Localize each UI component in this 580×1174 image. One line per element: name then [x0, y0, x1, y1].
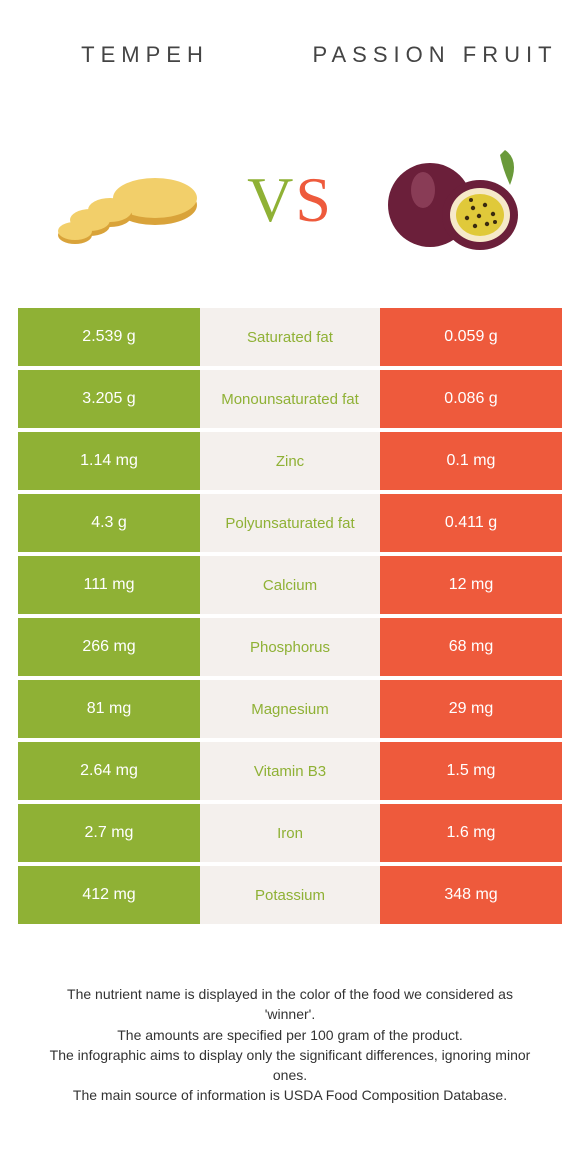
vs-label: VS [239, 163, 341, 237]
left-value: 4.3 g [18, 494, 200, 552]
nutrient-label: Iron [200, 804, 380, 862]
nutrient-label: Saturated fat [200, 308, 380, 366]
table-row: 2.7 mgIron1.6 mg [18, 804, 562, 862]
right-value: 12 mg [380, 556, 562, 614]
table-row: 81 mgMagnesium29 mg [18, 680, 562, 738]
footnote-line: The nutrient name is displayed in the co… [40, 984, 540, 1025]
nutrient-label: Vitamin B3 [200, 742, 380, 800]
nutrient-label: Phosphorus [200, 618, 380, 676]
table-row: 1.14 mgZinc0.1 mg [18, 432, 562, 490]
images-row: VS [0, 110, 580, 290]
right-value: 0.059 g [380, 308, 562, 366]
header: TEMPEH PASSION FRUIT [0, 0, 580, 110]
right-image [341, 140, 560, 260]
left-value: 81 mg [18, 680, 200, 738]
left-value: 111 mg [18, 556, 200, 614]
left-value: 3.205 g [18, 370, 200, 428]
table-row: 3.205 gMonounsaturated fat0.086 g [18, 370, 562, 428]
comparison-table: 2.539 gSaturated fat0.059 g3.205 gMonoun… [18, 308, 562, 924]
left-image [20, 140, 239, 260]
left-value: 2.64 mg [18, 742, 200, 800]
left-value: 1.14 mg [18, 432, 200, 490]
footnote-line: The main source of information is USDA F… [40, 1085, 540, 1105]
table-row: 412 mgPotassium348 mg [18, 866, 562, 924]
right-value: 1.6 mg [380, 804, 562, 862]
nutrient-label: Polyunsaturated fat [200, 494, 380, 552]
table-row: 111 mgCalcium12 mg [18, 556, 562, 614]
right-value: 68 mg [380, 618, 562, 676]
nutrient-label: Potassium [200, 866, 380, 924]
left-value: 266 mg [18, 618, 200, 676]
nutrient-label: Magnesium [200, 680, 380, 738]
vs-v: V [247, 164, 295, 235]
right-value: 29 mg [380, 680, 562, 738]
table-row: 2.64 mgVitamin B31.5 mg [18, 742, 562, 800]
left-value: 2.539 g [18, 308, 200, 366]
left-value: 412 mg [18, 866, 200, 924]
left-value: 2.7 mg [18, 804, 200, 862]
right-value: 0.1 mg [380, 432, 562, 490]
table-row: 4.3 gPolyunsaturated fat0.411 g [18, 494, 562, 552]
right-value: 0.411 g [380, 494, 562, 552]
footnote-line: The amounts are specified per 100 gram o… [40, 1025, 540, 1045]
passion-fruit-icon [375, 140, 525, 260]
nutrient-label: Monounsaturated fat [200, 370, 380, 428]
nutrient-label: Calcium [200, 556, 380, 614]
right-title: PASSION FRUIT [290, 42, 580, 68]
nutrient-label: Zinc [200, 432, 380, 490]
table-row: 266 mgPhosphorus68 mg [18, 618, 562, 676]
footnotes: The nutrient name is displayed in the co… [0, 984, 580, 1106]
vs-s: S [295, 164, 333, 235]
table-row: 2.539 gSaturated fat0.059 g [18, 308, 562, 366]
left-title: TEMPEH [0, 42, 290, 68]
right-value: 348 mg [380, 866, 562, 924]
right-value: 1.5 mg [380, 742, 562, 800]
tempeh-icon [55, 140, 205, 260]
footnote-line: The infographic aims to display only the… [40, 1045, 540, 1086]
right-value: 0.086 g [380, 370, 562, 428]
